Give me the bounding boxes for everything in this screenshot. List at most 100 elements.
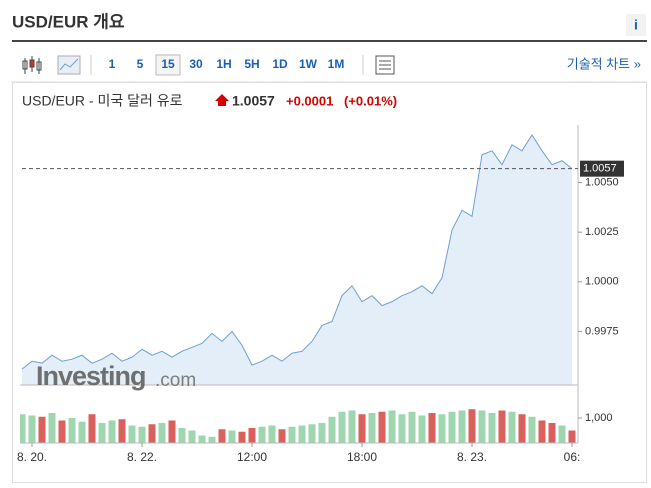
volume-bar bbox=[498, 410, 506, 443]
volume-bar bbox=[398, 414, 406, 443]
volume-bar bbox=[508, 411, 516, 443]
last-price-label: 1.0057 bbox=[583, 163, 617, 175]
volume-bar bbox=[28, 415, 36, 443]
volume-bar bbox=[138, 426, 146, 443]
volume-bar bbox=[428, 413, 436, 443]
volume-bar bbox=[518, 414, 526, 443]
volume-bar bbox=[148, 424, 156, 443]
volume-bar bbox=[488, 413, 496, 443]
volume-bar bbox=[98, 423, 106, 443]
info-icon[interactable]: i bbox=[634, 17, 638, 33]
volume-bar bbox=[118, 419, 126, 443]
quote-change-pct: (+0.01%) bbox=[344, 93, 397, 108]
volume-bar bbox=[308, 424, 316, 443]
interval-bar: 1 5 15 30 1H 5H 1D 1W 1M bbox=[109, 54, 345, 76]
page-title: USD/EUR 개요 bbox=[12, 12, 125, 31]
volume-bar bbox=[158, 423, 166, 443]
volume-bar bbox=[198, 435, 206, 443]
volume-bar bbox=[38, 416, 46, 443]
volume-bar bbox=[558, 425, 566, 443]
volume-bar bbox=[458, 410, 466, 443]
volume-bar bbox=[318, 423, 326, 443]
volume-bar bbox=[418, 415, 426, 443]
candle-icon[interactable] bbox=[22, 56, 42, 74]
volume-bar bbox=[238, 431, 246, 443]
interval-button[interactable]: 30 bbox=[189, 57, 203, 71]
volume-bar bbox=[228, 430, 236, 443]
watermark-domain: .com bbox=[155, 370, 196, 391]
x-tick-label: 06: bbox=[564, 450, 581, 464]
volume-bar bbox=[348, 410, 356, 443]
last-price-tag bbox=[580, 160, 624, 177]
quote-name: USD/EUR - 미국 달러 유로 bbox=[22, 93, 183, 109]
volume-bar bbox=[548, 423, 556, 443]
volume-bar bbox=[248, 428, 256, 443]
volume-bar bbox=[178, 428, 186, 443]
chart: 0.9975 1.0000 1.0025 1.0050 1,000 1.0057 8. 20… bbox=[17, 125, 624, 464]
volume-bar bbox=[208, 436, 216, 443]
volume-bar bbox=[188, 430, 196, 443]
volume-bar bbox=[438, 414, 446, 443]
volume-bar bbox=[128, 425, 136, 443]
interval-button[interactable]: 1D bbox=[272, 57, 288, 71]
volume-bar bbox=[68, 418, 76, 443]
volume-bar bbox=[388, 410, 396, 443]
interval-button[interactable]: 1M bbox=[328, 57, 345, 71]
x-tick-label: 12:00 bbox=[237, 450, 267, 464]
volume-bar bbox=[478, 410, 486, 443]
volume-bar bbox=[88, 414, 96, 443]
x-tick-label: 8. 23. bbox=[457, 450, 487, 464]
volume-bar bbox=[528, 416, 536, 443]
plot-area bbox=[20, 133, 576, 443]
y-tick-label: 0.9975 bbox=[585, 325, 619, 337]
interval-button[interactable]: 5 bbox=[137, 57, 144, 71]
volume-bar bbox=[338, 411, 346, 443]
interval-button[interactable]: 1 bbox=[109, 57, 116, 71]
volume-bar bbox=[298, 425, 306, 443]
volume-bar bbox=[78, 421, 86, 443]
volume-bar bbox=[218, 429, 226, 443]
x-tick-label: 8. 22. bbox=[127, 450, 157, 464]
selected-interval[interactable] bbox=[155, 54, 181, 76]
technical-chart-link[interactable]: 기술적 차트 » bbox=[567, 56, 641, 71]
quote-change: +0.0001 bbox=[286, 93, 333, 108]
volume-bar bbox=[368, 413, 376, 443]
y-tick-label: 1.0000 bbox=[585, 276, 619, 288]
quote-price: 1.0057 bbox=[232, 93, 275, 109]
table-icon[interactable] bbox=[375, 55, 395, 75]
price-area bbox=[22, 134, 572, 385]
volume-bar bbox=[378, 411, 386, 443]
volume-bar bbox=[288, 426, 296, 443]
volume-bar bbox=[268, 425, 276, 443]
y-tick-label: 1.0025 bbox=[585, 226, 619, 238]
y-tick-label: 1.0050 bbox=[585, 176, 619, 188]
interval-button[interactable]: 1H bbox=[216, 57, 231, 71]
volume-bar bbox=[408, 411, 416, 443]
x-tick-label: 18:00 bbox=[347, 450, 377, 464]
watermark-brand: Investing bbox=[36, 361, 146, 391]
info-button[interactable] bbox=[626, 14, 646, 36]
volume-bar bbox=[168, 420, 176, 443]
volume-bar bbox=[328, 416, 336, 443]
volume-tick-label: 1,000 bbox=[585, 412, 613, 424]
volume-bar bbox=[468, 409, 476, 443]
volume-bar bbox=[108, 420, 116, 443]
volume-bar bbox=[538, 420, 546, 443]
volume-bar bbox=[20, 414, 26, 443]
volume-bar bbox=[258, 426, 266, 443]
interval-button[interactable]: 1W bbox=[299, 57, 318, 71]
volume-bar bbox=[448, 411, 456, 443]
area-icon[interactable] bbox=[57, 55, 81, 75]
volume-bar bbox=[358, 414, 366, 443]
price-line bbox=[21, 133, 573, 370]
volume-bar bbox=[278, 429, 286, 443]
volume-bar bbox=[48, 413, 56, 443]
interval-button[interactable]: 15 bbox=[161, 57, 175, 71]
up-arrow bbox=[215, 94, 229, 106]
watermark: Investing .com bbox=[36, 361, 196, 391]
volume-bar bbox=[568, 430, 576, 443]
volume-bar bbox=[58, 420, 66, 443]
x-tick-label: 8. 20. bbox=[17, 450, 47, 464]
interval-button[interactable]: 5H bbox=[244, 57, 259, 71]
